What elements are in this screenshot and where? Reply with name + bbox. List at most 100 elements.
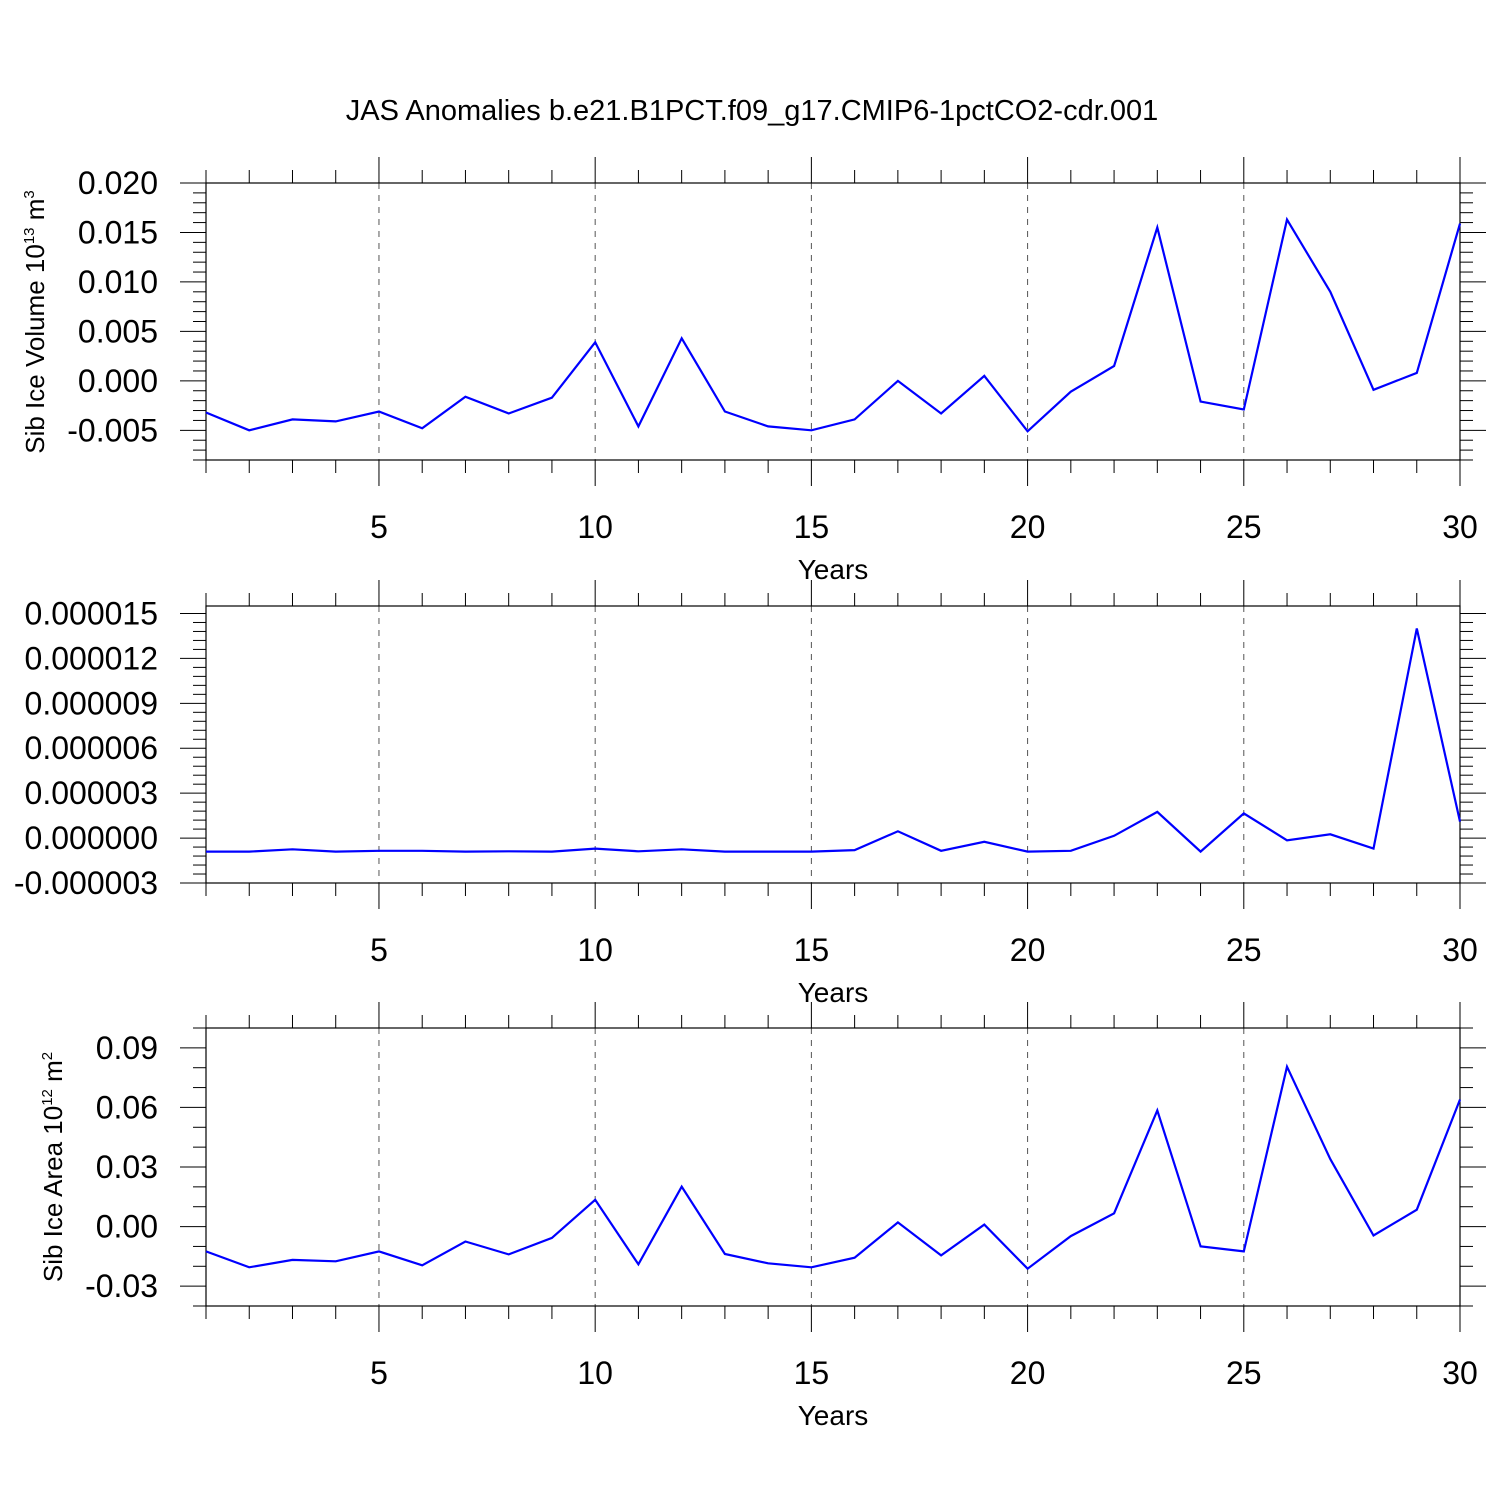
chart-title: JAS Anomalies b.e21.B1PCT.f09_g17.CMIP6-… — [346, 95, 1158, 127]
data-point — [1329, 291, 1331, 293]
x-tick-label: 15 — [794, 1355, 830, 1391]
data-point — [681, 1186, 683, 1188]
y-axis-label: Sib Ice Area 1012 m2 — [38, 1052, 68, 1282]
data-point — [378, 411, 380, 413]
data-point — [508, 1253, 510, 1255]
data-point — [1286, 839, 1288, 841]
x-tick-label: 10 — [577, 1355, 613, 1391]
data-point — [724, 851, 726, 853]
data-point — [897, 380, 899, 382]
x-tick-label: 25 — [1226, 509, 1262, 545]
y-tick-label: 0.005 — [78, 313, 158, 349]
data-point — [1113, 365, 1115, 367]
y-tick-label: 0.09 — [96, 1030, 158, 1066]
data-point — [983, 375, 985, 377]
data-point — [1200, 1245, 1202, 1247]
data-point — [940, 1254, 942, 1256]
x-tick-label: 15 — [794, 509, 830, 545]
data-point — [291, 848, 293, 850]
data-point — [248, 851, 250, 853]
data-point — [767, 1262, 769, 1264]
y-tick-label: 0.06 — [96, 1089, 158, 1125]
data-point — [1416, 627, 1418, 629]
data-point — [378, 850, 380, 852]
x-tick-label: 30 — [1442, 1355, 1478, 1391]
y-tick-label: 0.000012 — [25, 640, 158, 676]
data-point — [940, 413, 942, 415]
data-point — [1329, 1158, 1331, 1160]
data-point — [854, 418, 856, 420]
data-point — [1329, 833, 1331, 835]
data-point — [551, 1237, 553, 1239]
y-tick-label: -0.005 — [67, 412, 158, 448]
x-axis-label: Years — [798, 554, 869, 585]
data-point — [1156, 227, 1158, 229]
data-point — [1459, 821, 1461, 823]
y-tick-label: 0.020 — [78, 165, 158, 201]
data-point — [637, 425, 639, 427]
x-tick-label: 25 — [1226, 1355, 1262, 1391]
data-point — [1416, 1209, 1418, 1211]
x-tick-label: 20 — [1010, 932, 1046, 968]
data-point — [1070, 391, 1072, 393]
data-point — [637, 850, 639, 852]
data-point — [335, 851, 337, 853]
y-tick-label: 0.000003 — [25, 775, 158, 811]
data-point — [1459, 1098, 1461, 1100]
data-point — [1416, 372, 1418, 374]
data-point — [378, 1250, 380, 1252]
data-point — [1156, 811, 1158, 813]
data-point — [1200, 401, 1202, 403]
data-point — [1373, 389, 1375, 391]
y-tick-label: 0.000006 — [25, 730, 158, 766]
data-point — [1113, 835, 1115, 837]
data-point — [1286, 219, 1288, 221]
y-tick-label: 0.000 — [78, 363, 158, 399]
data-point — [810, 429, 812, 431]
data-point — [508, 413, 510, 415]
data-point — [464, 851, 466, 853]
x-tick-label: 20 — [1010, 1355, 1046, 1391]
plot-frame — [205, 1027, 1461, 1307]
data-point — [1286, 1066, 1288, 1068]
data-point — [767, 851, 769, 853]
x-tick-label: 5 — [370, 932, 388, 968]
data-point — [681, 848, 683, 850]
data-point — [983, 841, 985, 843]
data-point — [897, 1221, 899, 1223]
y-axis-label: Sib Ice Volume 1013 m3 — [20, 190, 50, 454]
series-line — [205, 216, 1462, 433]
data-point — [291, 1259, 293, 1261]
x-tick-label: 5 — [370, 509, 388, 545]
y-tick-label: 0.000009 — [25, 685, 158, 721]
data-point — [897, 830, 899, 832]
plot-frame — [205, 605, 1461, 884]
data-point — [421, 427, 423, 429]
data-point — [681, 337, 683, 339]
data-point — [248, 429, 250, 431]
data-point — [810, 851, 812, 853]
x-axis-label: Years — [798, 977, 869, 1008]
data-point — [854, 1257, 856, 1259]
x-tick-label: 10 — [577, 509, 613, 545]
x-tick-label: 25 — [1226, 932, 1262, 968]
y-tick-label: 0.010 — [78, 264, 158, 300]
data-point — [1243, 409, 1245, 411]
data-point — [1459, 223, 1461, 225]
data-point — [205, 1250, 207, 1252]
y-tick-label: 0.015 — [78, 214, 158, 250]
panel-middle: -0.000003 0.000000 0.000003 0.000006 0.00000… — [14, 580, 1486, 1008]
y-tick-label: 0.03 — [96, 1149, 158, 1185]
data-point — [1027, 1268, 1029, 1270]
data-point — [983, 1224, 985, 1226]
data-point — [421, 1264, 423, 1266]
y-tick-label: -0.000003 — [14, 865, 158, 901]
y-tick-label: 0.00 — [96, 1209, 158, 1245]
data-point — [508, 850, 510, 852]
data-point — [1113, 1212, 1115, 1214]
data-point — [464, 396, 466, 398]
x-tick-label: 30 — [1442, 932, 1478, 968]
data-point — [1373, 848, 1375, 850]
x-tick-label: 20 — [1010, 509, 1046, 545]
